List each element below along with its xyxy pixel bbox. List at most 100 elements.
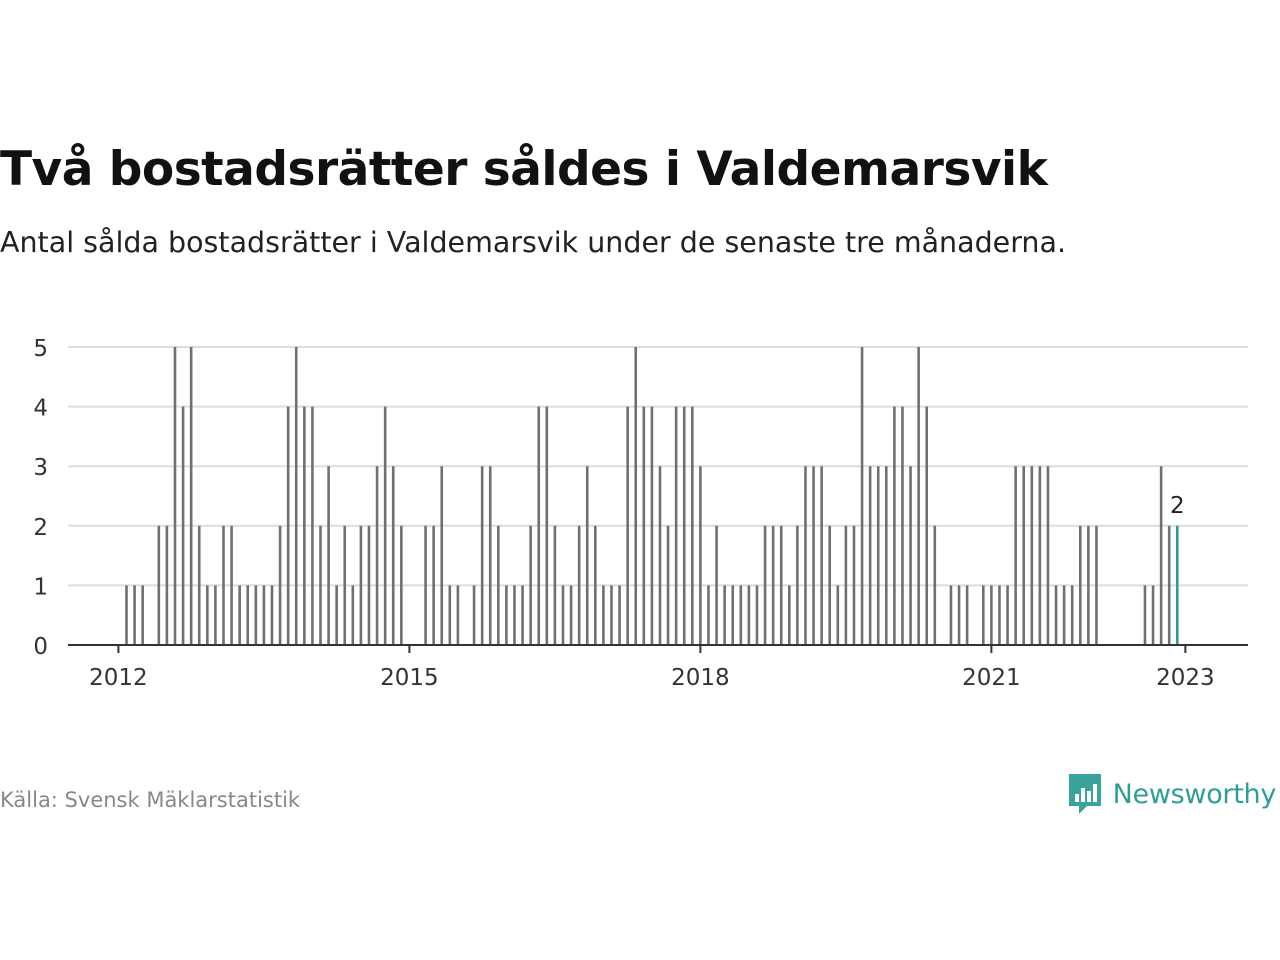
bar xyxy=(860,347,864,645)
bar xyxy=(513,585,516,645)
bar xyxy=(949,585,953,645)
bar xyxy=(739,585,743,645)
bar xyxy=(125,585,128,645)
x-tick-label: 2015 xyxy=(380,665,439,691)
bar xyxy=(755,585,759,645)
bar xyxy=(529,525,532,645)
bar xyxy=(666,525,670,645)
bar xyxy=(181,406,185,645)
y-tick-label: 3 xyxy=(33,455,48,481)
x-tick-label: 2021 xyxy=(962,665,1021,691)
bar xyxy=(1046,466,1050,645)
bar xyxy=(933,525,937,645)
bar xyxy=(965,585,969,645)
bar xyxy=(157,525,161,645)
bar xyxy=(1175,525,1179,645)
bar xyxy=(230,525,233,645)
chart-subtitle: Antal sålda bostadsrätter i Valdemarsvik… xyxy=(0,226,1067,259)
bar xyxy=(828,525,832,645)
bar xyxy=(957,585,961,645)
bar xyxy=(311,406,314,645)
bar xyxy=(594,525,597,645)
y-axis-tick-labels: 0 1 2 3 4 5 xyxy=(33,336,48,660)
bar xyxy=(1159,466,1163,645)
bar xyxy=(682,406,686,645)
bar-chart-speech-bubble-icon xyxy=(1068,774,1101,814)
bar xyxy=(642,406,646,645)
bar xyxy=(691,406,694,645)
x-tick-label: 2023 xyxy=(1156,665,1215,691)
bar xyxy=(1030,466,1034,645)
bar xyxy=(626,406,629,645)
bar xyxy=(327,466,330,645)
bar xyxy=(432,525,435,645)
bar xyxy=(561,585,565,645)
bar xyxy=(610,585,613,645)
bar-chart: 0 1 2 3 4 5 2012 2015 2018 2021 2023 2 xyxy=(33,336,1248,691)
bar xyxy=(982,585,985,645)
bar xyxy=(141,585,144,645)
bar xyxy=(1006,585,1009,645)
y-tick-label: 4 xyxy=(33,396,48,422)
bar xyxy=(1070,585,1074,645)
bar xyxy=(197,525,201,645)
bar xyxy=(998,585,1001,645)
bar xyxy=(820,466,823,645)
bar xyxy=(1143,585,1147,645)
bar xyxy=(925,406,929,645)
bar xyxy=(804,466,807,645)
bar xyxy=(747,585,751,645)
bar xyxy=(1022,466,1026,645)
bar xyxy=(319,525,322,645)
source-note: Källa: Svensk Mäklarstatistik xyxy=(0,788,301,812)
bar xyxy=(674,406,678,645)
bar xyxy=(173,347,177,645)
bar xyxy=(238,585,241,645)
bar xyxy=(286,406,290,645)
bar xyxy=(222,525,225,645)
data-labels: 2 xyxy=(1170,493,1185,519)
bar xyxy=(497,525,500,645)
bar xyxy=(165,525,169,645)
bar xyxy=(1062,585,1066,645)
bar xyxy=(189,347,193,645)
bar xyxy=(658,466,662,645)
bar xyxy=(1038,466,1042,645)
bar xyxy=(585,466,589,645)
bar xyxy=(351,585,355,645)
y-tick-label: 0 xyxy=(33,634,48,660)
bar xyxy=(424,525,427,645)
bar xyxy=(537,406,541,645)
bar xyxy=(214,585,217,645)
bar xyxy=(715,525,718,645)
bar xyxy=(1095,525,1098,645)
bar xyxy=(868,466,872,645)
bar xyxy=(270,585,274,645)
data-label: 2 xyxy=(1170,493,1185,519)
bar xyxy=(836,585,840,645)
bar xyxy=(707,585,710,645)
bar xyxy=(456,585,460,645)
bar xyxy=(400,525,403,645)
bar xyxy=(521,585,524,645)
bar xyxy=(731,585,735,645)
bar xyxy=(375,466,379,645)
bar xyxy=(812,466,815,645)
bar xyxy=(1151,585,1155,645)
bar xyxy=(990,585,993,645)
bar xyxy=(1078,525,1082,645)
bar xyxy=(876,466,880,645)
bar xyxy=(885,466,888,645)
bar xyxy=(391,466,395,645)
gridlines xyxy=(68,346,1248,587)
bar xyxy=(472,585,476,645)
x-tick-label: 2012 xyxy=(89,665,148,691)
bar xyxy=(796,525,799,645)
bar xyxy=(335,585,338,645)
bar xyxy=(448,585,452,645)
bar xyxy=(788,585,791,645)
y-tick-label: 2 xyxy=(33,515,48,541)
bar xyxy=(343,525,347,645)
bar xyxy=(246,585,250,645)
bar xyxy=(1014,466,1017,645)
